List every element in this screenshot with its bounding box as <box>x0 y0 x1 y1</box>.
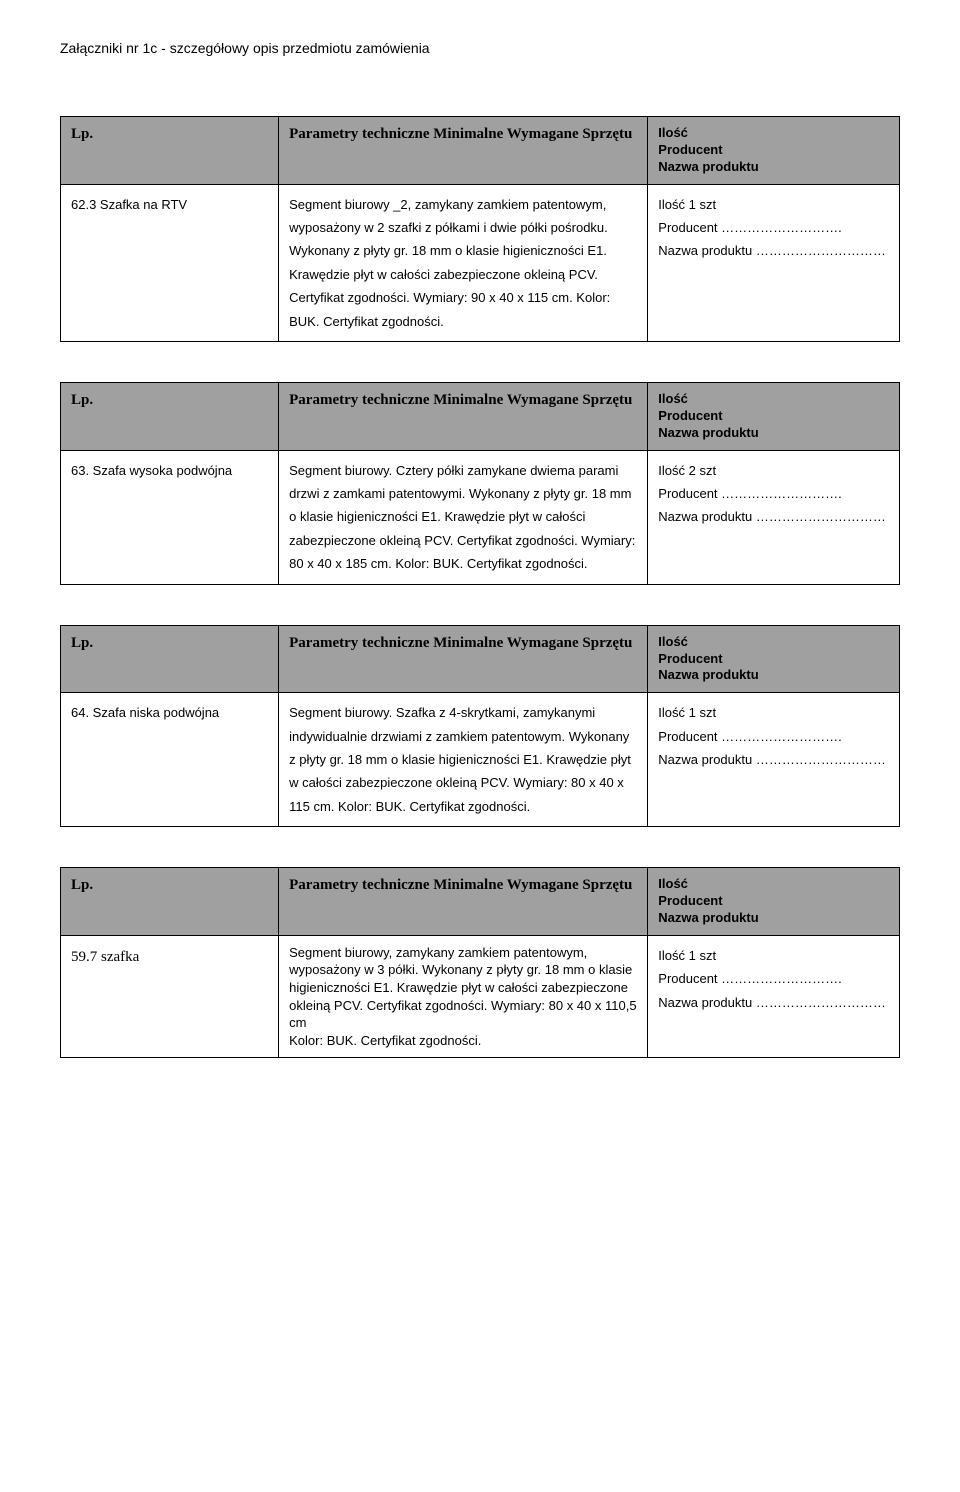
params-cell: Segment biurowy, zamykany zamkiem patent… <box>279 935 648 1057</box>
header-lp: Lp. <box>61 383 279 451</box>
header-params: Parametry techniczne Minimalne Wymagane … <box>279 383 648 451</box>
item-cell: 63. Szafa wysoka podwójna <box>61 450 279 584</box>
table-header-row: Lp. Parametry techniczne Minimalne Wymag… <box>61 117 900 185</box>
header-info: IlośćProducentNazwa produktu <box>648 383 900 451</box>
header-params: Parametry techniczne Minimalne Wymagane … <box>279 868 648 936</box>
table-row: 59.7 szafka Segment biurowy, zamykany za… <box>61 935 900 1057</box>
item-cell: 62.3 Szafka na RTV <box>61 184 279 341</box>
header-lp: Lp. <box>61 625 279 693</box>
info-cell: Ilość 2 sztProducent ……………………….Nazwa pro… <box>648 450 900 584</box>
header-info: IlośćProducentNazwa produktu <box>648 625 900 693</box>
params-cell: Segment biurowy _2, zamykany zamkiem pat… <box>279 184 648 341</box>
info-cell: Ilość 1 sztProducent ……………………….Nazwa pro… <box>648 693 900 827</box>
table-row: 62.3 Szafka na RTV Segment biurowy _2, z… <box>61 184 900 341</box>
info-cell: Ilość 1 sztProducent ……………………….Nazwa pro… <box>648 935 900 1057</box>
table-header-row: Lp. Parametry techniczne Minimalne Wymag… <box>61 868 900 936</box>
spec-table-4: Lp. Parametry techniczne Minimalne Wymag… <box>60 867 900 1058</box>
params-cell: Segment biurowy. Szafka z 4-skrytkami, z… <box>279 693 648 827</box>
table-header-row: Lp. Parametry techniczne Minimalne Wymag… <box>61 383 900 451</box>
document-title: Załączniki nr 1c - szczegółowy opis prze… <box>60 40 900 56</box>
item-cell: 64. Szafa niska podwójna <box>61 693 279 827</box>
header-params: Parametry techniczne Minimalne Wymagane … <box>279 625 648 693</box>
header-lp: Lp. <box>61 117 279 185</box>
table-row: 64. Szafa niska podwójna Segment biurowy… <box>61 693 900 827</box>
table-header-row: Lp. Parametry techniczne Minimalne Wymag… <box>61 625 900 693</box>
spec-table-3: Lp. Parametry techniczne Minimalne Wymag… <box>60 625 900 828</box>
spec-table-2: Lp. Parametry techniczne Minimalne Wymag… <box>60 382 900 585</box>
info-cell: Ilość 1 sztProducent ……………………….Nazwa pro… <box>648 184 900 341</box>
params-cell: Segment biurowy. Cztery półki zamykane d… <box>279 450 648 584</box>
header-lp: Lp. <box>61 868 279 936</box>
header-params: Parametry techniczne Minimalne Wymagane … <box>279 117 648 185</box>
item-cell: 59.7 szafka <box>61 935 279 1057</box>
header-info: IlośćProducentNazwa produktu <box>648 868 900 936</box>
spec-table-1: Lp. Parametry techniczne Minimalne Wymag… <box>60 116 900 342</box>
table-row: 63. Szafa wysoka podwójna Segment biurow… <box>61 450 900 584</box>
header-info: IlośćProducentNazwa produktu <box>648 117 900 185</box>
